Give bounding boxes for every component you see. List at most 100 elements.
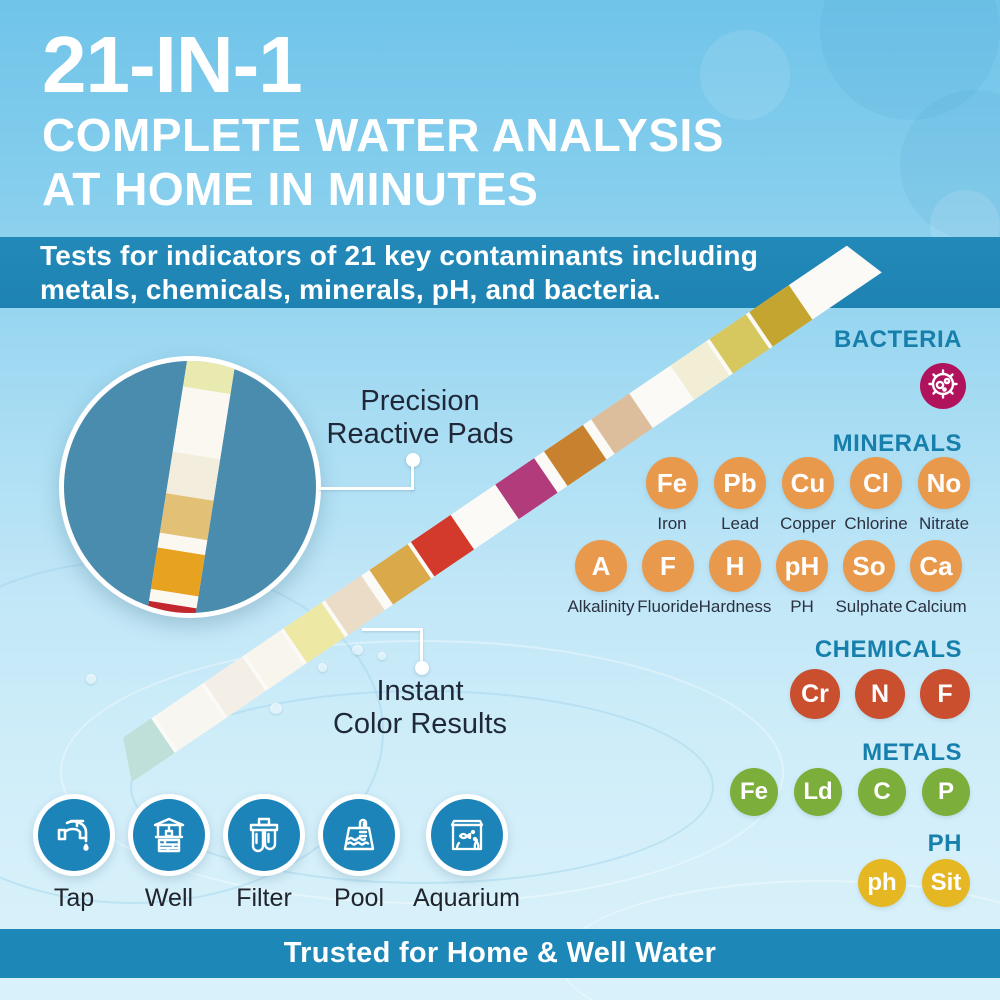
section-heading-ph: PH [927, 830, 962, 857]
annotation-line [362, 628, 423, 631]
metal-chip-symbol: Ld [794, 768, 842, 816]
water-droplet [270, 703, 282, 714]
annotation-dot [406, 453, 420, 467]
chemical-chip-Cr: Cr [790, 669, 840, 719]
source-label: Well [144, 884, 194, 912]
mineral-chip-label: Chlorine [844, 514, 908, 533]
source-ring [223, 794, 305, 876]
mineral-chip-symbol: H [709, 540, 761, 592]
annotation-line [318, 487, 414, 490]
mineral-chip-label: Alkalinity [567, 597, 635, 616]
ph-chip-symbol: ph [858, 859, 906, 907]
mineral-chip-symbol: Pb [714, 457, 766, 509]
chemical-chip-symbol: Cr [790, 669, 840, 719]
mineral-chip-F: F Fluoride [637, 540, 699, 617]
chemical-chip-symbol: F [920, 669, 970, 719]
chemical-chip-symbol: N [855, 669, 905, 719]
mineral-chip-symbol: Fe [646, 457, 698, 509]
filter-icon [228, 799, 300, 871]
mineral-chip-symbol: A [575, 540, 627, 592]
annotation-instant: Instant Color Results [305, 675, 535, 741]
source-ring [425, 794, 508, 876]
magnified-strip [140, 361, 240, 613]
annotation-instant-line2: Color Results [332, 708, 508, 740]
mineral-chip-So: So Sulphate [835, 540, 903, 617]
mineral-chip-label: Fluoride [637, 597, 699, 616]
mineral-chip-Cu: Cu Copper [780, 457, 836, 534]
metal-chip-C: C [858, 768, 906, 816]
water-sources: Tap Well Filter Pool Aquarium [33, 794, 520, 913]
water-source-filter: Filter [223, 794, 305, 913]
annotation-precision-line2: Reactive Pads [326, 418, 514, 450]
banner-text-line2: metals, chemicals, minerals, pH, and bac… [40, 273, 661, 305]
mineral-chip-Fe: Fe Iron [646, 457, 698, 534]
water-source-pool: Pool [318, 794, 400, 913]
pool-icon [323, 799, 395, 871]
title-block: 21-IN-1 COMPLETE WATER ANALYSIS AT HOME … [42, 22, 724, 216]
mineral-chip-symbol: Cl [850, 457, 902, 509]
mineral-chip-symbol: Cu [782, 457, 834, 509]
water-source-well: Well [128, 794, 210, 913]
minerals-chip-row-1: Fe Iron Pb Lead Cu Copper Cl Chlorine No Nitrate [646, 457, 970, 534]
mineral-chip-label: Sulphate [835, 597, 903, 616]
section-heading-metals: METALS [862, 739, 962, 766]
mineral-chip-symbol: F [642, 540, 694, 592]
metal-chip-Ld: Ld [794, 768, 842, 816]
annotation-line [420, 628, 423, 662]
mineral-chip-label: Calcium [905, 597, 967, 616]
source-label: Pool [333, 884, 385, 912]
annotation-precision: Precision Reactive Pads [305, 385, 535, 451]
chemical-chip-F: F [920, 669, 970, 719]
mineral-chip-symbol: So [843, 540, 895, 592]
chemicals-chip-row: Cr N F [790, 669, 970, 719]
water-source-tap: Tap [33, 794, 115, 913]
mineral-chip-Ca: Ca Calcium [905, 540, 967, 617]
annotation-dot [415, 661, 429, 675]
page-title: 21-IN-1 [42, 20, 303, 109]
metal-chip-symbol: C [858, 768, 906, 816]
annotation-instant-line1: Instant [376, 675, 464, 707]
source-ring [128, 794, 210, 876]
chemical-chip-N: N [855, 669, 905, 719]
metal-chip-symbol: Fe [730, 768, 778, 816]
mineral-chip-Cl: Cl Chlorine [844, 457, 908, 534]
minerals-chip-row-2: A Alkalinity F Fluoride H Hardness pH PH So Sulph… [567, 540, 967, 617]
annotation-line [411, 464, 414, 490]
water-droplet [378, 652, 386, 660]
magnified-pad-5 [151, 547, 206, 597]
source-label: Filter [236, 884, 292, 912]
banner-text-line1: Tests for indicators of 21 key contamina… [40, 239, 758, 271]
reactive-pad-10 [591, 393, 653, 454]
ph-chip-ph: ph [858, 859, 906, 907]
footer-bar: Trusted for Home & Well Water [0, 929, 1000, 978]
source-ring [318, 794, 400, 876]
page-subtitle-line2: AT HOME IN MINUTES [42, 163, 539, 215]
water-droplet [86, 674, 96, 684]
mineral-chip-Pb: Pb Lead [714, 457, 766, 534]
mineral-chip-label: Nitrate [918, 514, 970, 533]
section-heading-bacteria: BACTERIA [834, 326, 962, 353]
mineral-chip-H: H Hardness [699, 540, 771, 617]
reactive-pad-8 [495, 458, 557, 519]
magnified-pad-1 [172, 386, 231, 460]
mineral-chip-pH: pH PH [776, 540, 828, 617]
mineral-chip-A: A Alkalinity [567, 540, 635, 617]
mineral-chip-label: Iron [657, 514, 687, 533]
mineral-chip-label: Copper [780, 514, 836, 533]
ph-chip-Sit: Sit [922, 859, 970, 907]
well-icon [133, 799, 205, 871]
magnified-pad-2 [166, 451, 221, 501]
magnifier-circle [59, 356, 321, 618]
mineral-chip-symbol: pH [776, 540, 828, 592]
source-ring [33, 794, 115, 876]
mineral-chip-label: Lead [721, 514, 759, 533]
metal-chip-Fe: Fe [730, 768, 778, 816]
water-droplet [318, 663, 327, 672]
bacteria-badge [920, 363, 966, 409]
ph-chip-symbol: Sit [922, 859, 970, 907]
water-droplet [352, 645, 363, 655]
metals-chip-row: Fe Ld C P [730, 768, 970, 816]
mineral-chip-No: No Nitrate [918, 457, 970, 534]
ph-chip-row: ph Sit [858, 859, 970, 907]
